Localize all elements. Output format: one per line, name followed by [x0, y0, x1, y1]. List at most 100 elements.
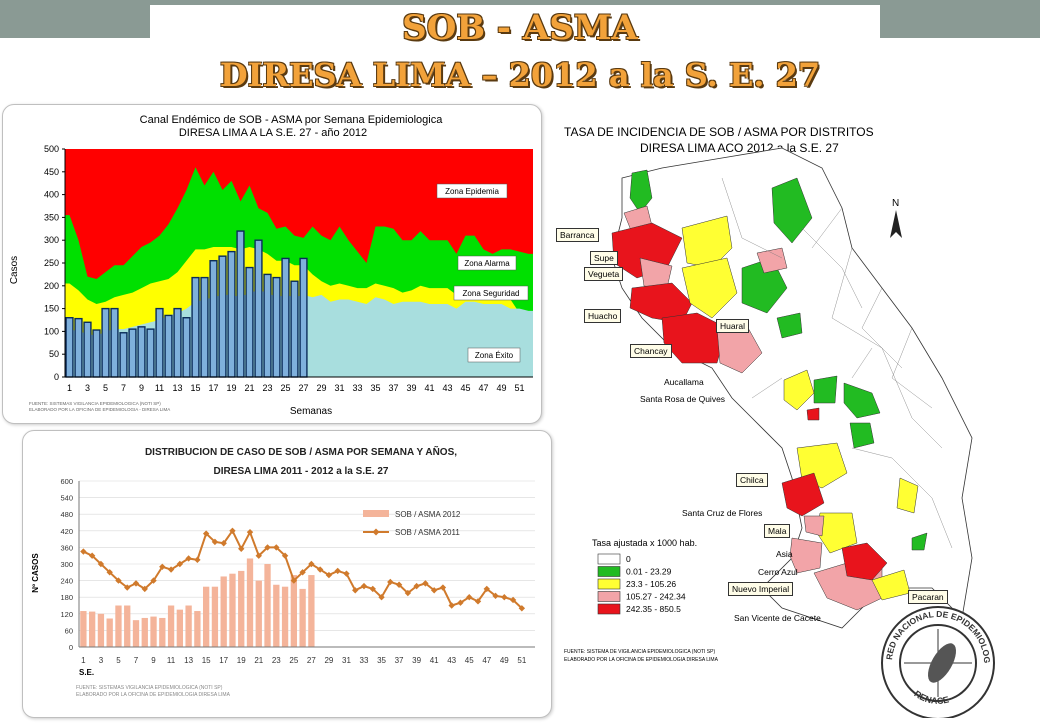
place-pacaran: Pacaran — [908, 590, 948, 604]
x-tick-label-13: 13 — [172, 383, 182, 393]
chart1-ylabel: Casos — [9, 256, 20, 284]
bar-2012-week-2 — [88, 611, 96, 647]
x-tick-label-13: 13 — [184, 656, 193, 665]
x-tick-label-49: 49 — [500, 656, 509, 665]
x-tick-label-27: 27 — [307, 656, 316, 665]
district-pink-asia — [789, 537, 823, 574]
x-tick-label-5: 5 — [103, 383, 108, 393]
marker-2011-week-37 — [395, 581, 403, 588]
place-mala: Mala — [764, 524, 791, 538]
y-tick-label-300: 300 — [60, 560, 73, 569]
place-chilca: Chilca — [736, 473, 768, 487]
marker-2011-week-41 — [430, 587, 438, 594]
y-tick-label-240: 240 — [60, 577, 73, 586]
place-huaral: Huaral — [716, 319, 750, 333]
bar-2012-week-12 — [176, 609, 184, 647]
bar-week-16 — [200, 276, 209, 378]
bar-week-18 — [218, 255, 227, 378]
bar-week-1 — [65, 317, 74, 378]
bar-week-6 — [110, 307, 119, 378]
bar-week-11 — [155, 307, 164, 378]
weekly-distribution-chart: DISTRIBUCION DE CASO DE SOB / ASMA POR S… — [31, 445, 535, 698]
bar-week-20 — [236, 230, 245, 378]
bar-week-8 — [128, 328, 137, 378]
x-tick-label-35: 35 — [377, 656, 386, 665]
bar-2012-week-9 — [150, 616, 157, 647]
bar-2012-week-3 — [97, 613, 105, 647]
bar-2012-week-17 — [220, 576, 227, 647]
x-tick-label-9: 9 — [139, 383, 144, 393]
chart1-source-line1: FUENTE: SISTEMAS VIGILANCIA EPIDEMIOLOGI… — [29, 401, 161, 406]
map-title-line2: DIRESA LIMA ACO 2012 a la S.E. 27 — [640, 141, 839, 155]
marker-2011-week-11 — [167, 566, 175, 573]
marker-2011-week-14 — [194, 556, 201, 564]
x-tick-label-3: 3 — [85, 383, 90, 393]
bar-2012-week-16 — [211, 586, 219, 647]
bar-2012-week-18 — [229, 573, 236, 647]
x-tick-label-15: 15 — [190, 383, 200, 393]
district-yellow-canete-e — [896, 477, 919, 514]
map-legend-swatch-4 — [597, 603, 621, 615]
bar-2012-week-14 — [194, 611, 201, 647]
marker-2011-week-43 — [448, 602, 455, 609]
legend-2012-label: SOB / ASMA 2012 — [395, 510, 461, 519]
marker-2011-week-6 — [124, 584, 131, 591]
marker-2011-week-33 — [360, 582, 368, 590]
legend-2012-swatch — [363, 510, 389, 517]
y-tick-label-250: 250 — [44, 258, 59, 268]
chart2-title-line1: DISTRIBUCION DE CASO DE SOB / ASMA POR S… — [145, 445, 457, 458]
bar-week-22 — [254, 239, 263, 378]
map-legend-label-4: 242.35 - 850.5 — [626, 604, 681, 614]
place-huacho: Huacho — [584, 309, 622, 323]
district-pink-oyon — [756, 247, 788, 274]
marker-2011-week-42 — [439, 584, 447, 591]
bar-week-17 — [209, 260, 218, 378]
bar-week-7 — [119, 332, 128, 378]
marker-2011-week-12 — [176, 560, 184, 568]
bar-2012-week-22 — [264, 564, 271, 647]
bar-2012-week-10 — [159, 617, 166, 647]
marker-2011-week-3 — [97, 560, 105, 568]
x-tick-label-15: 15 — [202, 656, 211, 665]
x-tick-label-5: 5 — [116, 656, 121, 665]
bar-week-9 — [137, 326, 146, 378]
chart1-source-line2: ELABORADO POR LA OFICINA DE EPIDEMIOLOGI… — [29, 407, 170, 412]
district-red-imperial — [841, 542, 888, 581]
x-tick-label-25: 25 — [289, 656, 298, 665]
district-green-canta — [813, 375, 838, 404]
place-santa-cruz: Santa Cruz de Flores — [682, 508, 763, 518]
y-tick-label-450: 450 — [44, 167, 59, 177]
marker-2011-week-20 — [246, 528, 254, 536]
bar-2012-week-24 — [281, 586, 289, 647]
y-tick-label-420: 420 — [60, 527, 73, 536]
zone-epidemia-label-box — [436, 183, 508, 199]
district-pink-mala — [803, 515, 825, 537]
bar-week-12 — [164, 314, 173, 378]
x-tick-label-41: 41 — [424, 383, 434, 393]
y-tick-label-0: 0 — [69, 643, 73, 652]
bar-week-23 — [263, 273, 272, 378]
x-tick-label-23: 23 — [272, 656, 281, 665]
y-tick-label-600: 600 — [60, 477, 73, 486]
bar-2012-week-5 — [115, 605, 122, 647]
y-tick-label-120: 120 — [60, 610, 73, 619]
x-tick-label-11: 11 — [155, 383, 164, 393]
district-red-huaral — [661, 312, 728, 364]
x-tick-label-19: 19 — [226, 383, 236, 393]
x-tick-label-21: 21 — [244, 383, 254, 393]
bar-2012-week-8 — [141, 617, 148, 647]
bar-2012-week-11 — [167, 605, 175, 647]
district-red-quives — [806, 407, 820, 421]
place-supe: Supe — [590, 251, 618, 265]
bar-week-27 — [299, 257, 308, 378]
y-tick-label-400: 400 — [44, 190, 59, 200]
x-tick-label-33: 33 — [352, 383, 362, 393]
bar-week-19 — [227, 250, 236, 378]
y-tick-label-0: 0 — [54, 372, 59, 382]
bar-2012-week-13 — [185, 605, 192, 647]
y-tick-label-360: 360 — [60, 543, 73, 552]
x-tick-label-1: 1 — [67, 383, 72, 393]
district-green-huaral — [776, 312, 803, 339]
x-tick-label-27: 27 — [298, 383, 308, 393]
x-tick-label-9: 9 — [151, 656, 156, 665]
